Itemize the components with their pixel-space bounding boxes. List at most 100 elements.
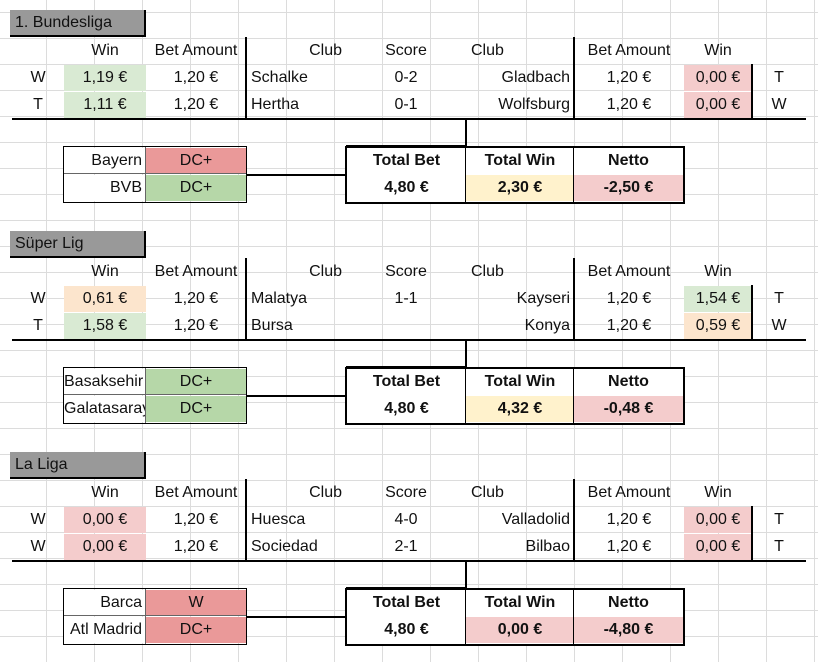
win-header: Win bbox=[91, 263, 119, 280]
total-bet-header: Total Bet bbox=[372, 373, 441, 390]
right-bet-cell[interactable]: 1,20 € bbox=[606, 69, 652, 86]
total-win-value[interactable]: 4,32 € bbox=[466, 396, 574, 422]
away-club-cell[interactable]: Valladolid bbox=[501, 511, 570, 528]
pick-team-cell[interactable]: Bayern bbox=[64, 148, 146, 174]
score-cell[interactable] bbox=[346, 313, 466, 339]
total-win-value[interactable]: 0,00 € bbox=[466, 617, 574, 643]
bet-amount-header: Bet Amount bbox=[587, 42, 671, 59]
right-win-cell[interactable]: 0,00 € bbox=[684, 92, 752, 118]
netto-value[interactable]: -4,80 € bbox=[574, 617, 683, 643]
score-cell[interactable]: 1-1 bbox=[394, 290, 418, 307]
left-tag[interactable]: W bbox=[30, 511, 46, 528]
away-club-cell[interactable]: Bilbao bbox=[525, 538, 570, 555]
league-title[interactable]: La Liga bbox=[10, 452, 146, 479]
left-tag[interactable]: W bbox=[30, 538, 46, 555]
right-tag[interactable]: T bbox=[774, 511, 784, 528]
divider bbox=[12, 339, 806, 341]
pick-bet-cell[interactable]: DC+ bbox=[146, 396, 246, 422]
right-tag[interactable]: W bbox=[771, 96, 787, 113]
total-bet-value[interactable]: 4,80 € bbox=[384, 400, 429, 417]
left-tag[interactable]: W bbox=[30, 290, 46, 307]
right-tag[interactable]: W bbox=[771, 317, 787, 334]
right-bet-cell[interactable]: 1,20 € bbox=[606, 511, 652, 528]
away-club-cell[interactable]: Wolfsburg bbox=[498, 96, 570, 113]
win-header: Win bbox=[91, 484, 119, 501]
club-header: Club bbox=[471, 263, 504, 280]
pick-team-cell[interactable]: Barca bbox=[64, 590, 146, 616]
netto-header: Netto bbox=[608, 594, 649, 611]
right-bet-cell[interactable]: 1,20 € bbox=[606, 290, 652, 307]
home-club-cell[interactable]: Sociedad bbox=[251, 538, 318, 555]
right-win-cell[interactable]: 0,00 € bbox=[684, 507, 752, 533]
left-bet-cell[interactable]: 1,20 € bbox=[173, 538, 219, 555]
left-bet-cell[interactable]: 1,20 € bbox=[173, 317, 219, 334]
score-cell[interactable]: 0-2 bbox=[394, 69, 418, 86]
league-section: 1. Bundesliga Win Bet Amount Club Score … bbox=[0, 0, 818, 220]
home-club-cell[interactable]: Huesca bbox=[251, 511, 306, 528]
pick-bet-cell[interactable]: DC+ bbox=[146, 148, 246, 174]
left-win-cell[interactable]: 0,00 € bbox=[64, 507, 146, 533]
away-club-cell[interactable]: Gladbach bbox=[501, 69, 571, 86]
left-win-cell[interactable]: 1,19 € bbox=[64, 65, 146, 91]
left-tag[interactable]: W bbox=[30, 69, 46, 86]
home-club-cell[interactable]: Hertha bbox=[251, 96, 300, 113]
total-win-value[interactable]: 2,30 € bbox=[466, 175, 574, 201]
divider bbox=[751, 506, 753, 561]
netto-header: Netto bbox=[608, 152, 649, 169]
left-win-cell[interactable]: 0,61 € bbox=[64, 286, 146, 312]
right-win-cell[interactable]: 1,54 € bbox=[684, 286, 752, 312]
away-club-cell[interactable]: Konya bbox=[524, 317, 570, 334]
left-bet-cell[interactable]: 1,20 € bbox=[173, 511, 219, 528]
left-bet-cell[interactable]: 1,20 € bbox=[173, 69, 219, 86]
total-bet-value[interactable]: 4,80 € bbox=[384, 621, 429, 638]
score-cell[interactable]: 2-1 bbox=[394, 538, 418, 555]
divider bbox=[573, 147, 574, 203]
pick-bet-cell[interactable]: DC+ bbox=[146, 369, 246, 395]
bet-amount-header: Bet Amount bbox=[154, 263, 238, 280]
pick-team-cell[interactable]: Galatasaray bbox=[64, 396, 150, 422]
pick-bet-cell[interactable]: W bbox=[146, 590, 246, 616]
pick-team-cell[interactable]: Basaksehir bbox=[64, 369, 146, 395]
divider bbox=[573, 589, 574, 645]
league-title[interactable]: Süper Lig bbox=[10, 231, 146, 258]
away-club-cell[interactable]: Kayseri bbox=[516, 290, 570, 307]
divider bbox=[12, 118, 806, 120]
left-bet-cell[interactable]: 1,20 € bbox=[173, 96, 219, 113]
total-bet-header: Total Bet bbox=[372, 152, 441, 169]
divider bbox=[465, 340, 467, 367]
connector-line bbox=[246, 395, 346, 397]
right-bet-cell[interactable]: 1,20 € bbox=[606, 96, 652, 113]
right-tag[interactable]: T bbox=[774, 538, 784, 555]
right-bet-cell[interactable]: 1,20 € bbox=[606, 317, 652, 334]
right-win-cell[interactable]: 0,59 € bbox=[684, 313, 752, 339]
right-tag[interactable]: T bbox=[774, 290, 784, 307]
pick-team-cell[interactable]: Atl Madrid bbox=[64, 617, 146, 643]
pick-team-cell[interactable]: BVB bbox=[64, 175, 146, 201]
netto-value[interactable]: -2,50 € bbox=[574, 175, 683, 201]
divider bbox=[145, 589, 146, 644]
home-club-cell[interactable]: Schalke bbox=[251, 69, 308, 86]
divider bbox=[465, 368, 466, 424]
right-bet-cell[interactable]: 1,20 € bbox=[606, 538, 652, 555]
left-win-cell[interactable]: 1,58 € bbox=[64, 313, 146, 339]
right-win-cell[interactable]: 0,00 € bbox=[684, 65, 752, 91]
left-win-cell[interactable]: 1,11 € bbox=[64, 92, 146, 118]
score-cell[interactable]: 4-0 bbox=[394, 511, 418, 528]
left-win-cell[interactable]: 0,00 € bbox=[64, 534, 146, 560]
home-club-cell[interactable]: Malatya bbox=[251, 290, 308, 307]
score-cell[interactable]: 0-1 bbox=[394, 96, 418, 113]
left-tag[interactable]: T bbox=[33, 317, 43, 334]
pick-bet-cell[interactable]: DC+ bbox=[146, 175, 246, 201]
total-bet-header: Total Bet bbox=[372, 594, 441, 611]
left-bet-cell[interactable]: 1,20 € bbox=[173, 290, 219, 307]
left-tag[interactable]: T bbox=[33, 96, 43, 113]
netto-header: Netto bbox=[608, 373, 649, 390]
pick-bet-cell[interactable]: DC+ bbox=[146, 617, 246, 643]
total-bet-value[interactable]: 4,80 € bbox=[384, 179, 429, 196]
divider bbox=[465, 119, 467, 146]
home-club-cell[interactable]: Bursa bbox=[251, 317, 293, 334]
league-title[interactable]: 1. Bundesliga bbox=[10, 10, 146, 37]
netto-value[interactable]: -0,48 € bbox=[574, 396, 683, 422]
right-win-cell[interactable]: 0,00 € bbox=[684, 534, 752, 560]
right-tag[interactable]: T bbox=[774, 69, 784, 86]
